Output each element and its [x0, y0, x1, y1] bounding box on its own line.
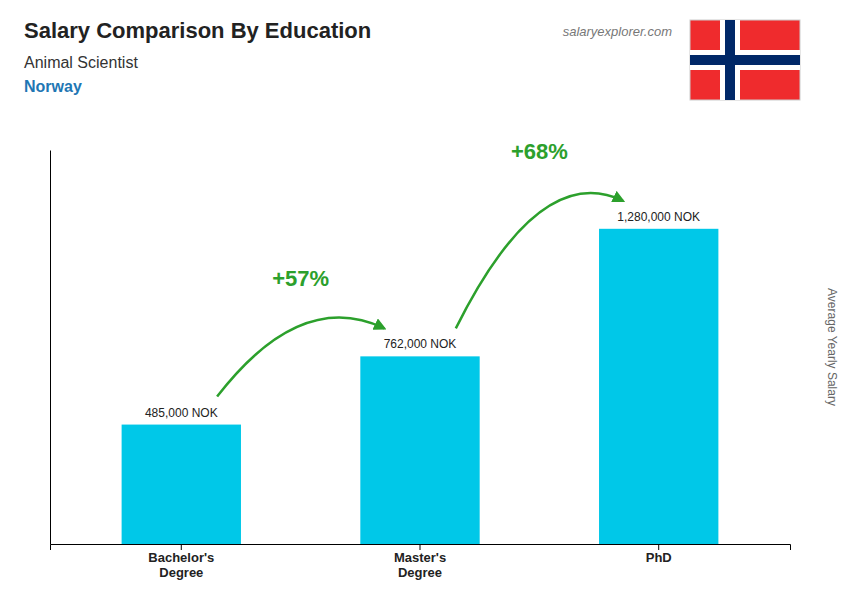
bar	[122, 425, 241, 544]
x-tick-label: Master'sDegree	[394, 550, 446, 580]
title: Salary Comparison By Education	[24, 18, 371, 43]
x-tick-label: PhD	[646, 550, 672, 565]
x-axis-line	[51, 545, 791, 551]
x-tick: Master'sDegree	[394, 544, 446, 580]
flag-cross	[690, 55, 800, 65]
x-tick-label: Bachelor'sDegree	[148, 550, 214, 580]
x-tick-mark	[181, 544, 182, 550]
subtitle: Animal Scientist	[24, 54, 138, 71]
data-label: 485,000 NOK	[145, 406, 218, 420]
flag-cross	[690, 50, 800, 70]
flag-field	[690, 20, 800, 100]
growth-label: +68%	[511, 139, 568, 164]
y-axis-title: Average Yearly Salary	[825, 288, 839, 406]
growth-arrow	[456, 193, 623, 328]
x-axis: Bachelor'sDegreeMaster'sDegreePhD	[51, 544, 791, 580]
x-tick: Bachelor'sDegree	[148, 544, 214, 580]
flag	[690, 20, 800, 100]
chart: Salary Comparison By Education Animal Sci…	[0, 0, 850, 606]
x-tick-mark	[658, 544, 659, 550]
bar	[360, 356, 479, 544]
growth-label: +57%	[272, 266, 329, 291]
data-label: 1,280,000 NOK	[617, 210, 700, 224]
x-tick: PhD	[646, 544, 672, 565]
source: salaryexplorer.com	[563, 24, 673, 39]
bar	[599, 229, 718, 544]
plot: Bachelor'sDegreeMaster'sDegreePhD485,000…	[51, 139, 791, 580]
x-tick-label-line: Degree	[398, 565, 442, 580]
subtitle: Norway	[24, 78, 82, 95]
bars	[122, 229, 719, 544]
x-tick-label-line: Bachelor's	[148, 550, 214, 565]
y-axis-line	[50, 151, 51, 545]
x-tick-label-line: Master's	[394, 550, 446, 565]
x-tick-label-line: PhD	[646, 550, 672, 565]
flag-cross	[725, 20, 735, 100]
data-label: 762,000 NOK	[384, 337, 457, 351]
x-tick-label-line: Degree	[159, 565, 203, 580]
y-axis	[50, 151, 51, 545]
growth-arrow	[217, 318, 384, 397]
x-tick-mark	[420, 544, 421, 550]
